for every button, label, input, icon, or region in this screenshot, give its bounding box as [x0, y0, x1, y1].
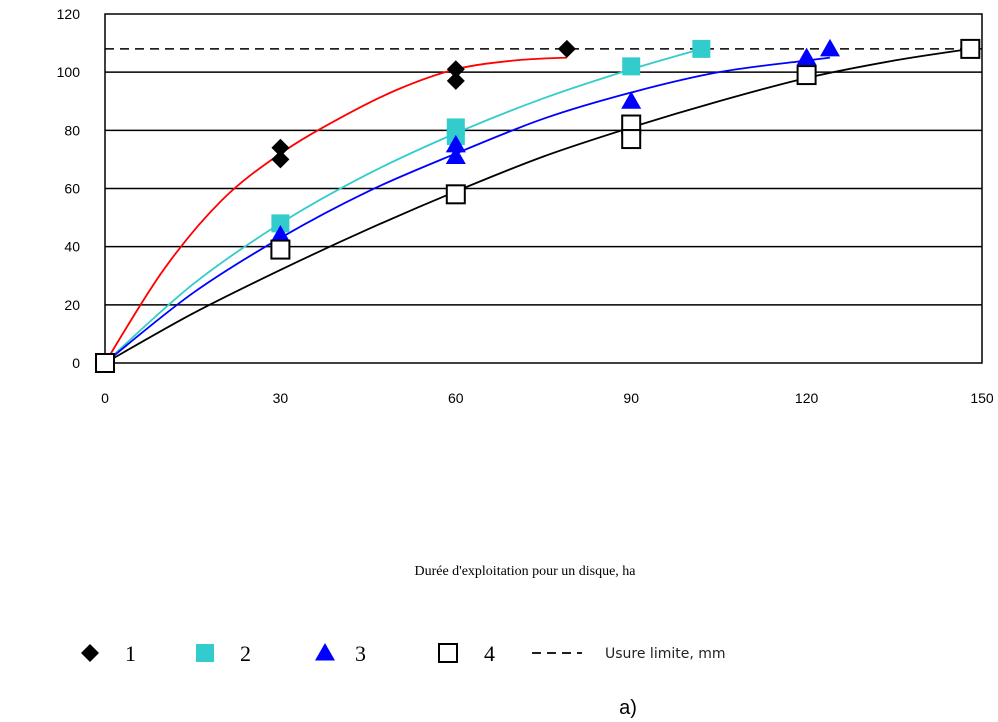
series-3-point-5 — [796, 47, 817, 66]
series-4-point-6 — [960, 38, 981, 59]
series-2-point-5 — [692, 39, 711, 58]
series-4-point-2 — [445, 184, 466, 205]
legend-label-1: 1 — [125, 641, 136, 666]
legend-label-2: 2 — [240, 641, 251, 666]
y-tick-label-120: 120 — [57, 6, 81, 22]
fitted-curves — [104, 48, 971, 364]
series-4-point-0 — [95, 353, 115, 373]
series-2-curve — [104, 48, 702, 364]
y-tick-label-80: 80 — [64, 122, 80, 138]
legend-marker-2 — [196, 644, 214, 662]
legend: 1 2 3 4 Usure limite, mm — [81, 641, 726, 666]
x-tick-label-90: 90 — [623, 390, 639, 406]
x-tick-label-0: 0 — [101, 390, 109, 406]
series-3-point-2 — [445, 134, 466, 153]
legend-marker-1 — [81, 644, 99, 662]
series-3-point-6 — [819, 38, 840, 57]
legend-label-usure-limite: Usure limite, mm — [605, 646, 726, 662]
y-tick-label-100: 100 — [57, 64, 81, 80]
series-3-curve — [104, 56, 831, 364]
legend-label-4: 4 — [484, 641, 495, 666]
x-tick-label-150: 150 — [970, 390, 994, 406]
series-1-point-2 — [271, 150, 290, 169]
series-4-point-1 — [270, 239, 291, 260]
x-axis-tick-labels: 0 30 60 90 120 150 — [101, 390, 994, 406]
series-3-point-1 — [270, 225, 291, 243]
y-tick-label-60: 60 — [64, 181, 80, 197]
series-4-curve — [104, 48, 971, 364]
series-1-point-5 — [557, 39, 576, 58]
series-1-point-4 — [446, 71, 465, 90]
legend-marker-3 — [315, 643, 335, 661]
series-1-point-3 — [446, 60, 465, 79]
legend-label-3: 3 — [355, 641, 366, 666]
plot-area-frame — [104, 13, 983, 364]
y-tick-label-40: 40 — [64, 239, 80, 255]
x-tick-label-30: 30 — [273, 390, 289, 406]
series-4-point-5 — [796, 65, 817, 86]
x-axis-label: Durée d'exploitation pour un disque, ha — [414, 564, 636, 579]
data-points — [95, 38, 981, 373]
y-tick-label-20: 20 — [64, 297, 80, 313]
y-axis-tick-labels: 0 20 40 60 80 100 120 — [57, 6, 81, 371]
gridlines — [105, 71, 982, 306]
series-1-curve — [104, 56, 567, 364]
series-2-point-1 — [271, 214, 290, 233]
series-1-point-1 — [271, 138, 290, 157]
series-2-point-4 — [622, 57, 641, 76]
y-tick-label-0: 0 — [72, 355, 80, 371]
series-3-point-4 — [621, 91, 642, 109]
legend-marker-4 — [438, 643, 458, 663]
panel-label: a) — [619, 697, 637, 719]
series-3-point-3 — [445, 146, 466, 165]
x-tick-label-120: 120 — [795, 390, 819, 406]
series-4-point-4 — [621, 129, 642, 150]
x-tick-label-60: 60 — [448, 390, 464, 406]
